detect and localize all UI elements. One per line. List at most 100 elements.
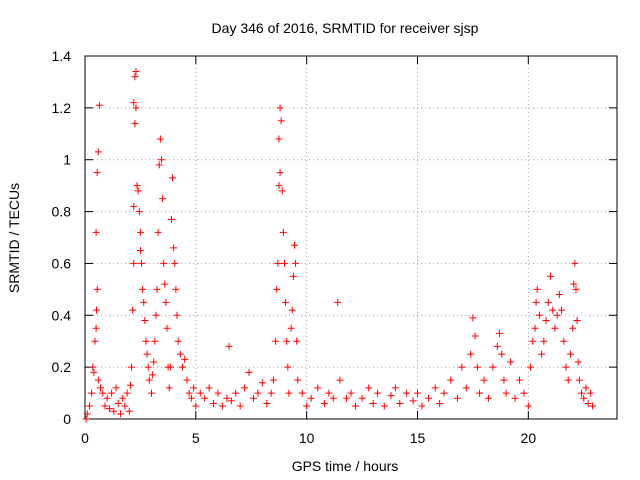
data-point <box>369 399 377 407</box>
chart-title: Day 346 of 2016, SRMTID for receiver sjs… <box>212 20 479 36</box>
data-point <box>542 316 550 324</box>
data-point <box>314 384 322 392</box>
data-point <box>467 350 475 358</box>
data-point <box>564 376 572 384</box>
data-point <box>533 285 541 293</box>
data-point <box>325 389 333 397</box>
data-point <box>436 399 444 407</box>
data-point <box>586 389 594 397</box>
data-point <box>241 384 249 392</box>
data-point <box>145 376 153 384</box>
data-point <box>165 384 173 392</box>
data-point <box>570 280 578 288</box>
data-point <box>275 135 283 143</box>
data-point <box>409 397 417 405</box>
data-point <box>293 337 301 345</box>
data-point <box>476 389 484 397</box>
data-point <box>540 337 548 345</box>
data-point <box>83 410 91 418</box>
y-tick-label: 0 <box>63 411 71 427</box>
data-point <box>578 389 586 397</box>
data-point <box>142 337 150 345</box>
data-point <box>95 101 103 109</box>
data-point <box>110 407 118 415</box>
y-tick-label: 1.2 <box>52 100 72 116</box>
data-point <box>148 389 155 397</box>
data-point <box>396 399 404 407</box>
data-point <box>105 405 113 413</box>
data-point <box>473 363 481 371</box>
data-point <box>584 399 592 407</box>
data-point <box>112 384 120 392</box>
data-point <box>245 368 253 376</box>
data-point <box>527 363 535 371</box>
data-point <box>167 215 175 223</box>
data-point <box>283 337 291 345</box>
data-point <box>90 368 98 376</box>
data-point <box>150 358 158 366</box>
data-point <box>258 379 266 387</box>
data-point <box>129 306 137 314</box>
data-point <box>498 350 506 358</box>
data-point <box>535 311 543 319</box>
data-point <box>532 298 540 306</box>
data-point <box>131 119 139 127</box>
data-point <box>101 402 109 410</box>
data-point <box>440 389 448 397</box>
data-point <box>187 394 195 402</box>
x-tick-label: 10 <box>299 430 315 446</box>
data-point <box>153 285 161 293</box>
data-point <box>347 389 355 397</box>
data-point <box>551 324 559 332</box>
data-point <box>97 384 105 392</box>
y-tick-label: 0.6 <box>52 255 72 271</box>
data-point <box>218 402 226 410</box>
data-point <box>292 259 300 267</box>
data-point <box>553 311 561 319</box>
data-point <box>276 104 284 112</box>
data-point <box>524 402 532 410</box>
data-point <box>358 394 366 402</box>
data-point <box>281 259 288 267</box>
data-point <box>531 324 539 332</box>
data-point <box>160 259 168 267</box>
y-tick-label: 0.2 <box>52 359 72 375</box>
data-point <box>334 298 342 306</box>
data-point <box>156 135 164 143</box>
data-point <box>159 195 167 203</box>
data-point <box>496 329 504 337</box>
data-point <box>263 399 271 407</box>
data-point <box>303 402 311 410</box>
data-point <box>172 285 180 293</box>
data-point <box>489 363 497 371</box>
x-tick-label: 20 <box>521 430 537 446</box>
data-point <box>529 337 537 345</box>
x-tick-label: 15 <box>410 430 426 446</box>
data-point <box>571 259 579 267</box>
data-point <box>121 402 129 410</box>
grid-layer <box>85 56 617 419</box>
data-point <box>108 389 116 397</box>
data-point <box>227 397 235 405</box>
data-point <box>418 402 426 410</box>
y-tick-label: 1.4 <box>52 48 72 64</box>
data-point <box>170 244 178 252</box>
data-point <box>154 228 162 236</box>
data-point <box>515 376 523 384</box>
data-point <box>351 402 359 410</box>
data-point <box>343 394 351 402</box>
data-point <box>573 316 581 324</box>
data-point <box>149 371 157 379</box>
data-point <box>569 324 577 332</box>
data-point <box>201 394 209 402</box>
data-point <box>580 394 588 402</box>
y-tick-label: 1 <box>63 152 71 168</box>
data-point <box>249 394 257 402</box>
data-point <box>562 363 570 371</box>
data-point <box>196 389 204 397</box>
point-layer <box>82 68 597 423</box>
data-point <box>136 246 144 254</box>
data-point <box>205 384 213 392</box>
data-point <box>140 298 148 306</box>
